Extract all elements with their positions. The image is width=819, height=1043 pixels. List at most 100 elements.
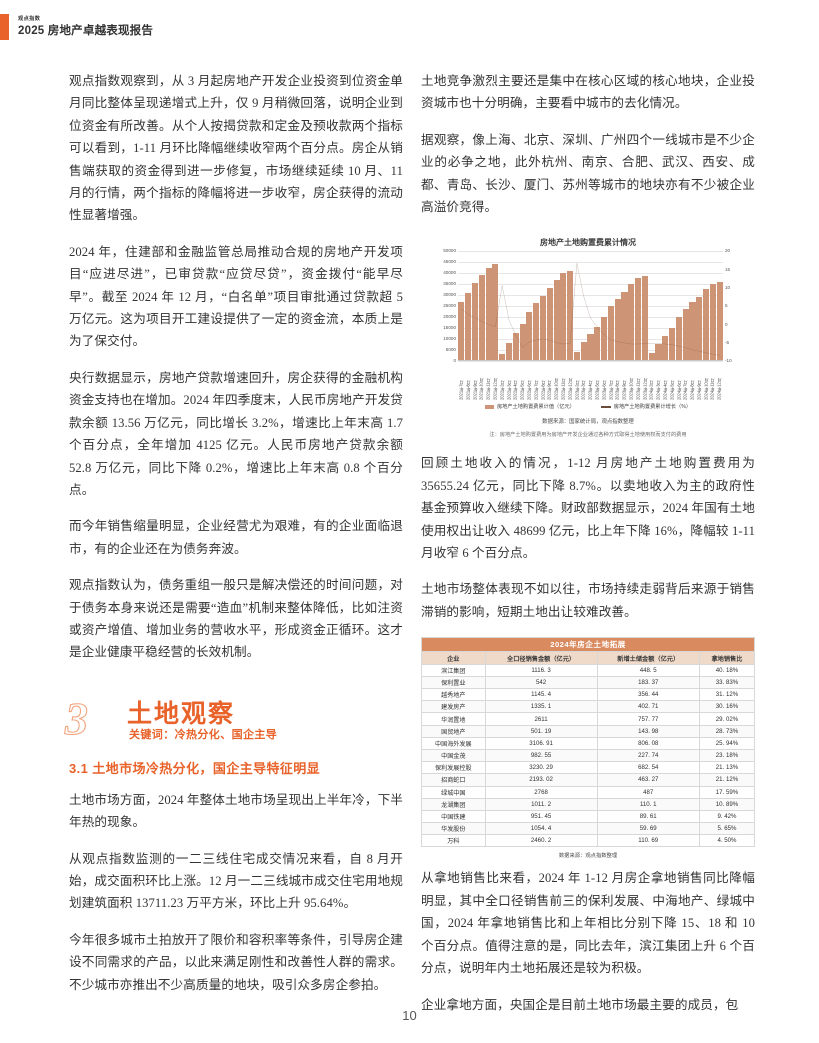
- chart-bar: [628, 284, 635, 361]
- table-cell: 1054. 4: [484, 822, 598, 836]
- paragraph: 回顾土地收入的情况，1-12 月房地产土地购置费用为 35655.24 亿元，同…: [421, 456, 755, 561]
- gridline: [458, 295, 723, 297]
- table-row: 滨江集团 1116. 3 448. 5 40. 18%: [421, 663, 756, 677]
- table-cell: 806. 08: [596, 736, 700, 750]
- chart-bar: [505, 342, 513, 361]
- paragraph: 从观点指数监测的一二三线住宅成交情况来看，自 8 月开始，成交面积环比上涨。12…: [69, 851, 403, 911]
- table-cell: 23. 18%: [698, 748, 756, 763]
- chart-plot-area: 0 5000 10000 15000 20000 25000 30000 35000 40000…: [425, 248, 751, 400]
- gridline: [458, 328, 723, 330]
- chart-bar: [635, 277, 642, 361]
- chart-bar: [703, 289, 710, 361]
- table-cell: 110. 1: [596, 797, 700, 811]
- table-row: 越秀地产 1145. 4 356. 44 31. 12%: [421, 688, 756, 702]
- table-cell: 183. 37: [596, 675, 700, 690]
- table-row: 中国铁建 951. 45 89. 61 9. 42%: [421, 809, 756, 824]
- table-cell: 10. 89%: [698, 797, 756, 811]
- chart-bar: [567, 270, 574, 361]
- table-cell: 2611: [484, 712, 598, 726]
- x-tick-label: 2023年11月: [635, 378, 641, 401]
- y2-tick-label: 15: [725, 266, 731, 272]
- paragraph: 观点指数观察到，从 3 月起房地产开发企业投资到位资金单月同比整体呈现递增式上升…: [69, 74, 403, 223]
- table-cell: 4. 50%: [698, 834, 756, 848]
- paragraph: 2024 年，住建部和金融监管总局推动合规的房地产开发项目“应进尽进”，已审贷款…: [69, 244, 403, 349]
- table-cell: 5. 65%: [698, 822, 756, 836]
- y2-tick-label: -5: [725, 340, 730, 346]
- header-kicker: 观点指数: [18, 16, 41, 23]
- table-cell: 356. 44: [596, 688, 700, 702]
- y2-tick-label: 0: [725, 321, 728, 327]
- chart-bar: [465, 293, 472, 361]
- table-cell: 9. 42%: [698, 809, 756, 824]
- table-cell: 1335. 1: [484, 700, 598, 714]
- x-tick-label: 2022年12月: [567, 378, 573, 401]
- table-cell: 2768: [484, 785, 598, 799]
- table-column-header: 新增土储金额（亿元）: [596, 651, 700, 665]
- y-tick-label: 30000: [443, 292, 456, 298]
- line-swatch-icon: [600, 406, 611, 408]
- table-cell: 1145. 4: [484, 688, 598, 702]
- table-row: 保利置业 542 183. 37 33. 83%: [421, 675, 756, 690]
- paragraph: 从拿地销售比来看，2024 年 1-12 月房企拿地销售同比降幅明显，其中全口径…: [421, 871, 755, 976]
- paragraph: 土地市场方面，2024 年整体土地市场呈现出上半年冷，下半年热的现象。: [69, 792, 403, 830]
- table-cell: 487: [596, 785, 700, 799]
- x-tick-label: 2024年12月: [716, 378, 722, 401]
- table-cell: 25. 94%: [698, 736, 756, 750]
- chart-bar: [696, 297, 703, 361]
- chart-source: 数据来源：国家统计局，观点指数整理: [542, 419, 634, 426]
- paragraph: 今年很多城市土拍放开了限价和容积率等条件，引导房企建设不同需求的产品，以此来满足…: [69, 932, 403, 992]
- table-cell: 542: [484, 675, 598, 690]
- table-cell: 21. 13%: [698, 761, 756, 775]
- table-column-header: 全口径销售金额（亿元）: [484, 651, 598, 665]
- chart-bar: [601, 316, 608, 361]
- table-cell: 3230. 29: [484, 761, 598, 775]
- left-column: 观点指数观察到，从 3 月起房地产开发企业投资到位资金单月同比整体呈现递增式上升…: [64, 70, 403, 1010]
- table-cell: 中国铁建: [421, 809, 486, 824]
- chart-note: 注：房地产土地购置费用为房地产开发企业通过各种方式取得土地使用权而支付的费用: [489, 432, 687, 439]
- paragraph: 据观察，像上海、北京、深圳、广州四个一线城市是不少企业的必争之地，此外杭州、南京…: [421, 132, 755, 215]
- legend-item-bar: 房地产土地购置费累计值（亿元）: [484, 403, 575, 410]
- section-keywords: 关键词：冷热分化、国企主导: [129, 728, 278, 741]
- paragraph: 而今年销售缩量明显，企业经营尤为艰难，有的企业面临退市，有的企业还在为债务奔波。: [69, 519, 403, 556]
- x-tick-label: 2022年6月: [526, 380, 532, 401]
- gridline: [458, 273, 723, 275]
- table-cell: 2460. 2: [484, 834, 598, 848]
- chart-bar: [648, 353, 655, 361]
- table-cell: 建发房产: [421, 700, 486, 714]
- table-row: 中国金茂 982. 55 227. 74 23. 18%: [421, 748, 756, 763]
- y-tick-label: 50000: [443, 248, 456, 254]
- table-cell: 30. 16%: [698, 700, 756, 714]
- gridline: [458, 306, 723, 308]
- y-tick-label: 45000: [443, 259, 456, 265]
- legend-item-line: 房地产土地购置费累计增长（%）: [600, 403, 691, 410]
- chart-bar: [539, 295, 547, 361]
- table-cell: 华发股份: [421, 822, 486, 836]
- subsection-heading: 3.1 土地市场冷热分化，国企主导特征明显: [69, 760, 321, 776]
- table-cell: 31. 12%: [698, 688, 756, 702]
- x-tick-label: 2023年10月: [628, 378, 634, 401]
- chart-bar: [573, 351, 580, 361]
- y-tick-label: 0: [453, 358, 456, 364]
- table-cell: 中国金茂: [421, 748, 486, 763]
- paragraph: 央行数据显示，房地产贷款增速回升，房企获得的金融机构资金支持也在增加。2024 …: [69, 370, 403, 497]
- chart-bar: [499, 353, 506, 361]
- chart-bar: [682, 309, 689, 361]
- table-cell: 保利发展控股: [421, 761, 486, 775]
- chart-bar: [492, 264, 499, 361]
- table-row: 绿城中国 2768 487 17. 59%: [421, 785, 756, 799]
- section-heading: 3 土地观察 关键词：冷热分化、国企主导: [64, 690, 403, 744]
- chart-bar: [689, 301, 696, 361]
- table-row: 建发房产 1335. 1 402. 71 30. 16%: [421, 700, 756, 714]
- x-tick-label: 2022年10月: [553, 378, 559, 401]
- table-cell: 29. 02%: [698, 712, 756, 726]
- table-cell: 1011. 2: [484, 797, 598, 811]
- table-row: 龙湖集团 1011. 2 110. 1 10. 89%: [421, 797, 756, 811]
- table-column-header: 拿地销售比: [698, 651, 756, 665]
- table-cell: 保利置业: [421, 675, 486, 690]
- table-cell: 463. 27: [596, 773, 700, 787]
- land-expansion-table-wrap: 2024年房企土地拓展 企业 全口径销售金额（亿元） 新增土储金额（亿元） 拿地销售比…: [421, 637, 756, 859]
- chart-bar: [553, 280, 560, 361]
- chart-bar: [621, 291, 628, 361]
- gridline: [458, 284, 723, 286]
- gridline: [458, 262, 723, 264]
